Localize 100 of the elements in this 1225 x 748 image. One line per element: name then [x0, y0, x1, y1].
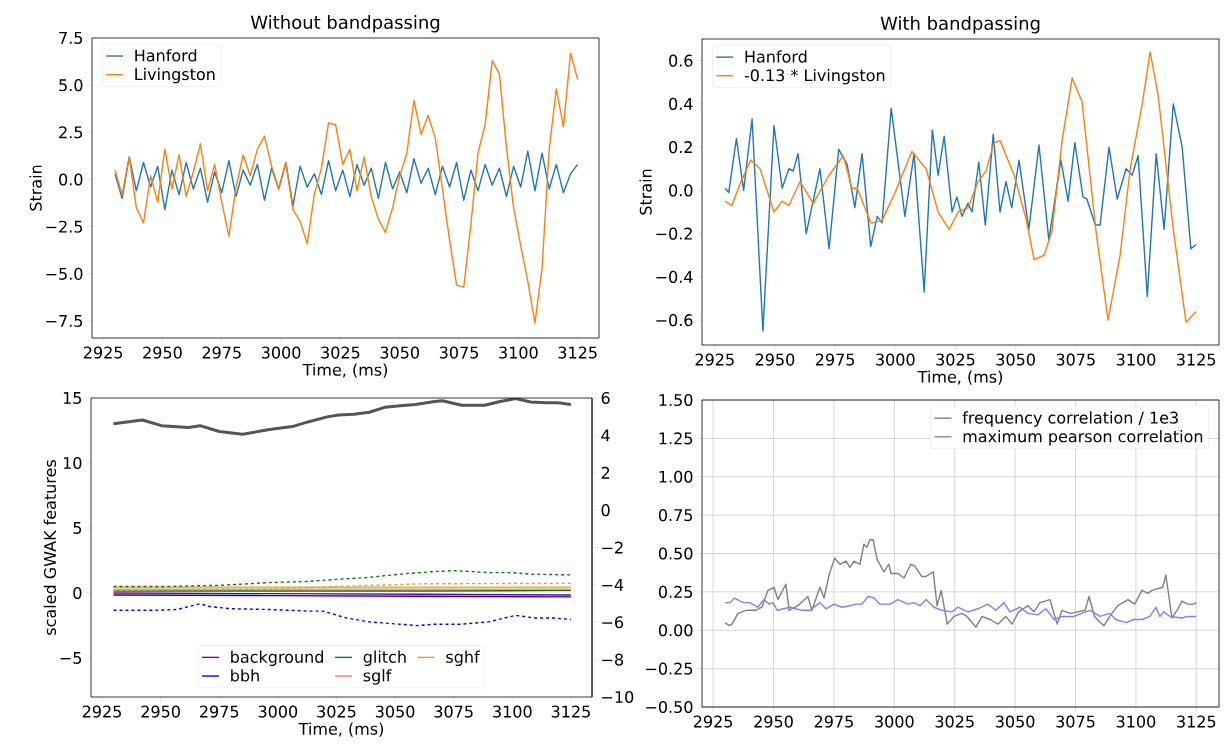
y2-tick-label: −6 [602, 616, 624, 629]
y-axis-title: Strain [29, 165, 42, 211]
y-tick-label: −5.0 [46, 267, 83, 280]
y-tick-label: 0.0 [669, 184, 693, 197]
x-tick-label: 3050 [996, 353, 1035, 366]
y-tick-label: 15 [63, 392, 82, 404]
y-tick-label: −0.50 [646, 700, 693, 714]
x-tick-label: 2925 [695, 353, 734, 366]
x-tick-label: 2975 [200, 705, 239, 718]
x-tick-label: 3025 [321, 346, 360, 359]
x-tick-label: 3125 [1177, 353, 1216, 366]
line-series [112, 398, 573, 436]
line-series [114, 150, 579, 211]
y-tick-label: −5 [60, 652, 82, 664]
x-tick-label: 3075 [1056, 715, 1095, 728]
y-tick-label: 1.50 [659, 393, 693, 407]
x-tick-label: 3000 [876, 353, 915, 366]
x-tick-label: 3025 [317, 705, 356, 718]
x-tick-label: 3050 [375, 705, 415, 718]
x-tick-label: 3050 [995, 715, 1035, 728]
y-tick-label: −7.5 [46, 315, 83, 327]
legend-label: Hanford [745, 50, 807, 63]
y-tick-label: −2.5 [46, 220, 83, 233]
y-tick-label: 0.4 [669, 97, 693, 110]
legend-label: Livingston [135, 67, 215, 84]
y-tick-label: −0.6 [656, 314, 693, 327]
x-tick-label: 3125 [551, 705, 590, 718]
legend-label: Hanford [135, 49, 197, 62]
x-tick-label: 3125 [558, 346, 597, 359]
y-tick-label: 0.2 [669, 141, 692, 154]
y2-tick-label: −8 [602, 653, 624, 666]
y-tick-label: 0.00 [658, 624, 693, 637]
y-tick-label: 1.00 [659, 470, 693, 483]
x-tick-label: 3075 [439, 346, 478, 359]
legend-label: sglf [363, 669, 392, 685]
legend-label: bbh [231, 669, 259, 682]
line-series [724, 51, 1197, 323]
y2-tick-label: −10 [602, 690, 634, 704]
line-series [724, 538, 1198, 628]
x-tick-label: 2975 [814, 715, 853, 728]
chart-title: With bandpassing [880, 16, 1040, 34]
x-axis-title: Time, (ms) [917, 370, 1003, 385]
y-axis-title: scaled GWAK features [43, 460, 57, 635]
x-tick-label: 2950 [754, 715, 793, 728]
y2-tick-label: 6 [601, 391, 610, 405]
legend-label: glitch [363, 650, 406, 667]
legend-label: background [231, 650, 323, 667]
x-tick-label: 2950 [143, 346, 182, 359]
x-axis-title: Time, (ms) [302, 363, 387, 378]
x-tick-label: 3000 [261, 346, 301, 359]
y-tick-label: 7.5 [59, 32, 83, 44]
y-tick-label: 2.5 [59, 126, 83, 139]
x-tick-label: 2925 [83, 346, 123, 359]
y-tick-label: 1.25 [659, 432, 693, 445]
x-tick-label: 3000 [258, 705, 298, 718]
line-series [112, 603, 572, 627]
line-series [112, 582, 572, 592]
x-tick-label: 3025 [936, 353, 975, 366]
y2-tick-label: 0 [601, 504, 610, 517]
y-tick-label: 5.0 [59, 79, 83, 92]
x-tick-label: 3100 [1116, 715, 1156, 728]
x-tick-label: 2950 [755, 353, 795, 366]
y-tick-label: −0.25 [646, 662, 693, 675]
x-tick-label: 2975 [202, 346, 241, 359]
x-tick-label: 2950 [141, 705, 180, 718]
y-tick-label: 0.75 [658, 509, 693, 522]
legend-label: maximum pearson correlation [963, 429, 1203, 446]
legend-label: frequency correlation / 1e3 [962, 411, 1178, 427]
x-tick-label: 3100 [499, 346, 538, 359]
line-series [724, 595, 1198, 624]
chart-title: Without bandpassing [250, 15, 440, 33]
x-tick-label: 3100 [493, 705, 532, 718]
x-tick-label: 2975 [815, 353, 855, 366]
y2-tick-label: −2 [602, 541, 623, 554]
y-tick-label: 5 [73, 522, 82, 534]
y2-tick-label: 2 [601, 466, 610, 479]
y-tick-label: −0.2 [656, 227, 692, 240]
x-tick-label: 3100 [1116, 353, 1156, 366]
y-tick-label: −0.4 [656, 270, 693, 283]
y-tick-label: 0.6 [669, 54, 693, 67]
line-series [724, 103, 1197, 332]
x-tick-label: 3025 [935, 715, 974, 728]
x-tick-label: 2925 [82, 705, 121, 718]
legend-label: sghf [446, 650, 480, 667]
x-tick-label: 3075 [1056, 353, 1095, 366]
x-tick-label: 2925 [693, 715, 733, 728]
y2-tick-label: −4 [602, 579, 624, 591]
x-tick-label: 3075 [434, 705, 473, 718]
y-tick-label: 0 [73, 586, 82, 600]
y-tick-label: 10 [63, 456, 82, 470]
x-tick-label: 3050 [380, 346, 420, 359]
line-series [112, 569, 572, 588]
y2-tick-label: 4 [601, 429, 610, 442]
x-axis-title: Time, (ms) [298, 722, 383, 737]
y-tick-label: 0.50 [658, 547, 693, 560]
y-tick-label: 0.0 [59, 173, 83, 186]
x-tick-label: 3000 [875, 715, 914, 728]
y-tick-label: 0.25 [658, 585, 693, 598]
y-axis-title: Strain [639, 169, 652, 215]
legend-label: -0.13 * Livingston [744, 68, 885, 85]
